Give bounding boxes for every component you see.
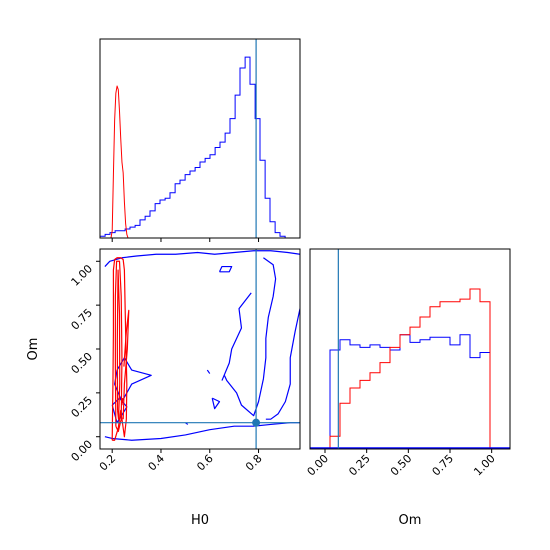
contour-line xyxy=(122,309,130,420)
contour-line xyxy=(206,369,211,374)
om-vs-h0-contour-panel: 0.2 0.4 0.6 0.8 0.00 0.25 0.50 0.75 1.00 H0 Om xyxy=(26,248,301,528)
x-tick-label: 0.6 xyxy=(194,452,216,474)
x-tick-label: 0.50 xyxy=(388,452,415,479)
contour-line xyxy=(104,250,300,267)
y-tick-label: 0.50 xyxy=(69,350,96,377)
h0-hist-curve xyxy=(110,85,129,239)
x-tick-label: 0.8 xyxy=(243,452,265,474)
contour-line xyxy=(114,260,123,433)
contour-line xyxy=(121,398,124,406)
x-tick-label: 0.25 xyxy=(346,452,373,479)
x-tick-label: 0.75 xyxy=(430,452,457,479)
contour-layer xyxy=(100,249,300,449)
x-axis-label-om: Om xyxy=(399,513,422,528)
contour-line xyxy=(265,308,300,420)
h0-histogram-panel xyxy=(99,38,301,242)
y-tick-label: 0.75 xyxy=(69,306,96,333)
truth-marker xyxy=(252,418,261,427)
h0-hist-frame xyxy=(99,38,301,239)
contour-line xyxy=(111,257,128,441)
x-tick-label: 0.2 xyxy=(97,452,119,474)
y-axis-label-om: Om xyxy=(26,338,41,361)
contour-line xyxy=(221,292,252,381)
h0-hist-step xyxy=(99,56,300,239)
x-tick-label: 1.00 xyxy=(471,452,498,479)
om-hist-frame xyxy=(309,248,511,450)
y-tick-label: 0.00 xyxy=(69,438,96,465)
y-tick-label: 1.00 xyxy=(69,262,96,289)
y-tick-label: 0.25 xyxy=(69,394,96,421)
x-tick-label: 0.4 xyxy=(146,452,168,474)
contour-line xyxy=(218,265,233,273)
contour-line xyxy=(116,269,121,420)
contour-line xyxy=(223,257,277,417)
contour-line xyxy=(211,397,221,410)
contour-line xyxy=(104,422,300,441)
om-hist-step xyxy=(310,288,510,450)
om-histogram-panel: 0.00 0.25 0.50 0.75 1.00 Om xyxy=(305,248,511,528)
x-axis-label-h0: H0 xyxy=(191,513,209,528)
x-tick-label: 0.00 xyxy=(305,452,332,479)
